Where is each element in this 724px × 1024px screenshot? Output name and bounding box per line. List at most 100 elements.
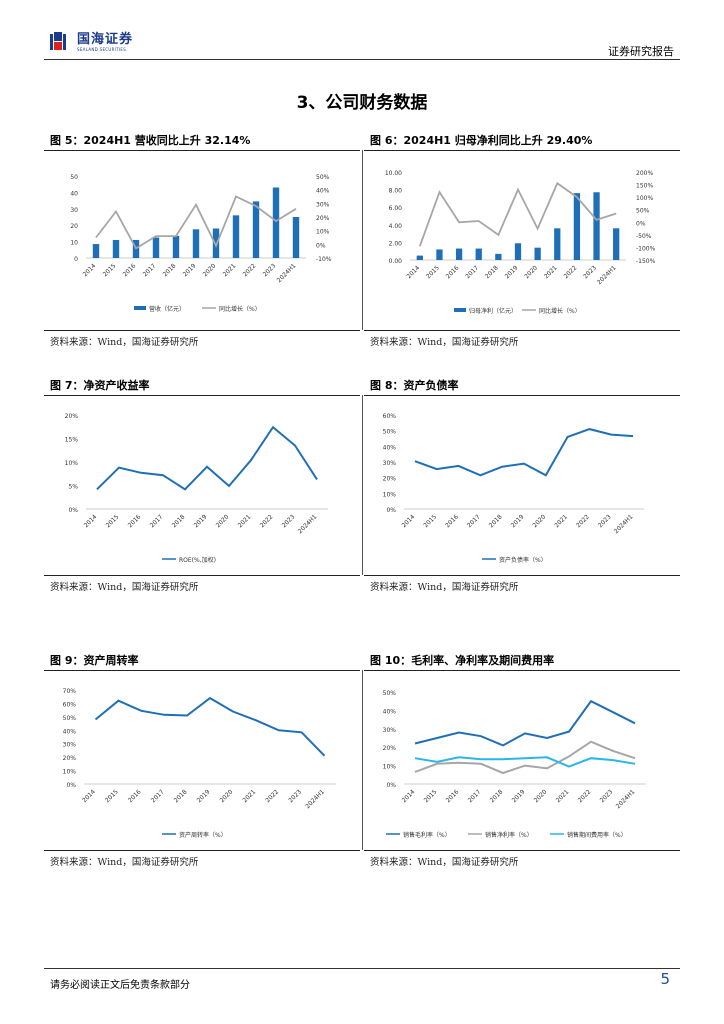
x-tick-label: 2016 (127, 788, 143, 804)
x-tick-label: 2014 (401, 788, 417, 804)
figure-5-bottom-rule (44, 330, 360, 331)
x-tick-label: 2019 (510, 513, 526, 529)
y-tick-label: 5% (68, 484, 78, 491)
y-tick-label: 10 (70, 240, 78, 247)
x-tick-label: 2023 (599, 788, 615, 804)
x-tick-label: 2022 (264, 788, 280, 804)
figure-6-title: 图 6：2024H1 归母净利同比上升 29.40% (370, 134, 593, 147)
chart-margins: 50% 40% 30% 20% 10% 0% 2014 2015 2016 2017 2018 201… (383, 690, 646, 839)
company-logo: 国海证券 SEALAND SECURITIES (50, 32, 133, 52)
y-tick-label: 0 (74, 256, 78, 263)
x-tick-label: 2018 (488, 513, 504, 529)
x-tick-label: 2021 (237, 513, 253, 529)
legend-swatch-bar (454, 308, 466, 312)
figure-7-bottom-rule (44, 575, 360, 576)
y-tick-label: 0% (386, 507, 396, 514)
x-tick-label: 2022 (577, 788, 593, 804)
y-tick-label: 30% (383, 727, 397, 734)
y-tick-label: 0.00 (389, 258, 403, 265)
y2-tick-label: 100% (636, 195, 653, 202)
x-tick-label: 2015 (104, 788, 120, 804)
x-tick-label: 2020 (215, 513, 231, 529)
x-tick-label: 2023 (582, 264, 598, 280)
figure-8-source: 资料来源：Wind，国海证券研究所 (370, 582, 519, 593)
y-tick-label: 40% (383, 444, 397, 451)
y-tick-label: 15% (65, 437, 79, 444)
bar (475, 248, 482, 260)
x-tick-label: 2023 (281, 513, 297, 529)
bar (573, 193, 581, 260)
figure-7-source: 资料来源：Wind，国海证券研究所 (50, 582, 199, 593)
y-tick-label: 8.00 (389, 188, 403, 195)
bar (613, 228, 620, 260)
x-tick-label: 2015 (425, 264, 441, 280)
x-tick-label: 2021 (222, 262, 238, 278)
bar (495, 253, 502, 260)
y2-tick-label: -150% (636, 258, 656, 265)
y-tick-label: 10% (383, 491, 397, 498)
column-divider-1 (362, 150, 363, 330)
legend-label: 营收（亿元） (149, 305, 185, 313)
bar (152, 237, 160, 258)
bar (534, 247, 541, 260)
report-type: 证券研究报告 (608, 45, 674, 58)
x-tick-label: 2021 (241, 788, 257, 804)
bar (514, 243, 522, 260)
x-tick-label: 2016 (445, 788, 461, 804)
page-number: 5 (660, 970, 670, 988)
x-tick-label: 2024H1 (613, 513, 635, 535)
bar (416, 255, 423, 260)
x-tick-label: 2024H1 (304, 788, 326, 810)
legend-label: 资产负债率（%） (499, 556, 547, 564)
x-tick-label: 2020 (523, 264, 539, 280)
x-tick-label: 2024H1 (615, 788, 637, 810)
section-title: 3、公司财务数据 (296, 93, 428, 113)
bar (252, 201, 260, 258)
logo-cn-text: 国海证券 (77, 31, 134, 47)
chart-net-profit: 10.00 8.00 6.00 4.00 2.00 0.00 200% 150% 100% 50%… (385, 170, 656, 315)
x-tick-label: 2014 (82, 262, 98, 278)
y-tick-label: 10% (65, 460, 79, 467)
y2-tick-label: 40% (316, 188, 330, 195)
series-line (414, 740, 636, 775)
bar (112, 239, 120, 258)
x-tick-label: 2022 (575, 513, 591, 529)
series-line (94, 696, 326, 757)
x-tick-label: 2018 (173, 788, 189, 804)
x-tick-label: 2014 (83, 513, 99, 529)
y-tick-label: 20% (63, 755, 77, 762)
legend-label: 同比增长（%） (539, 307, 581, 315)
x-tick-label: 2015 (423, 788, 439, 804)
figure-9-bottom-rule (44, 850, 360, 851)
x-tick-label: 2018 (162, 262, 178, 278)
y-tick-label: 0% (68, 507, 78, 514)
y-tick-label: 50% (383, 429, 397, 436)
x-tick-label: 2017 (464, 264, 480, 280)
y2-tick-label: 10% (316, 229, 330, 236)
x-tick-label: 2019 (504, 264, 520, 280)
figure-9-source: 资料来源：Wind，国海证券研究所 (50, 857, 199, 868)
figure-8-bottom-rule (364, 575, 680, 576)
chart-roe: 20% 15% 10% 5% 0% 2014 2015 2016 2017 2018 2019 202… (65, 413, 328, 564)
figure-6-source: 资料来源：Wind，国海证券研究所 (370, 337, 519, 348)
chart-asset-turnover: 70% 60% 50% 40% 30% 20% 10% 0% 2014 2015 2016 2017 2… (63, 688, 336, 839)
legend-label: ROE(%,加权) (179, 556, 216, 564)
logo-mark-icon (50, 32, 72, 52)
series-line (96, 425, 318, 491)
y2-tick-label: 0% (316, 242, 326, 249)
y-tick-label: 10.00 (385, 170, 402, 177)
x-tick-label: 2021 (543, 264, 559, 280)
figure-5-title: 图 5：2024H1 营收同比上升 32.14% (50, 134, 251, 147)
x-tick-label: 2017 (467, 788, 483, 804)
x-tick-label: 2021 (555, 788, 571, 804)
x-tick-label: 2018 (489, 788, 505, 804)
x-tick-label: 2014 (401, 513, 417, 529)
bar (554, 228, 561, 260)
x-tick-label: 2015 (422, 513, 438, 529)
y2-tick-label: -50% (636, 233, 652, 240)
y-tick-label: 70% (63, 688, 77, 695)
column-divider-3 (362, 670, 363, 850)
figure-6-top-rule (364, 150, 680, 151)
x-tick-label: 2016 (444, 513, 460, 529)
bar (436, 249, 443, 260)
